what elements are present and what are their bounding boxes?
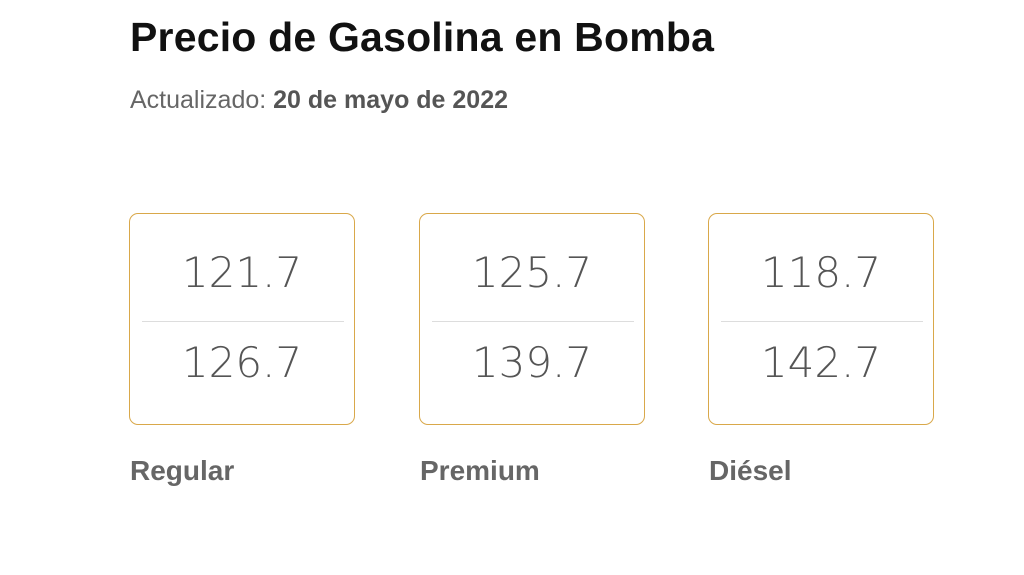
price-top: 125.7: [471, 248, 593, 297]
divider: [432, 321, 634, 322]
fuel-card-diesel: 118.7 142.7: [708, 213, 934, 425]
price-top: 121.7: [181, 248, 303, 297]
price-bottom: 139.7: [471, 338, 593, 387]
price-bottom: 142.7: [760, 338, 882, 387]
fuel-card-regular: 121.7 126.7: [129, 213, 355, 425]
divider: [721, 321, 923, 322]
fuel-label-premium: Premium: [420, 455, 540, 486]
divider: [142, 321, 344, 322]
fuel-label-regular: Regular: [130, 455, 235, 486]
fuel-label-diesel: Diésel: [709, 455, 792, 486]
updated-line: Actualizado: 20 de mayo de 2022: [130, 86, 508, 115]
fuel-card-premium: 125.7 139.7: [419, 213, 645, 425]
price-bottom: 126.7: [181, 338, 303, 387]
page-title: Precio de Gasolina en Bomba: [130, 14, 715, 60]
price-top: 118.7: [760, 248, 882, 297]
updated-label: Actualizado:: [130, 86, 267, 114]
updated-date: 20 de mayo de 2022: [273, 86, 509, 114]
